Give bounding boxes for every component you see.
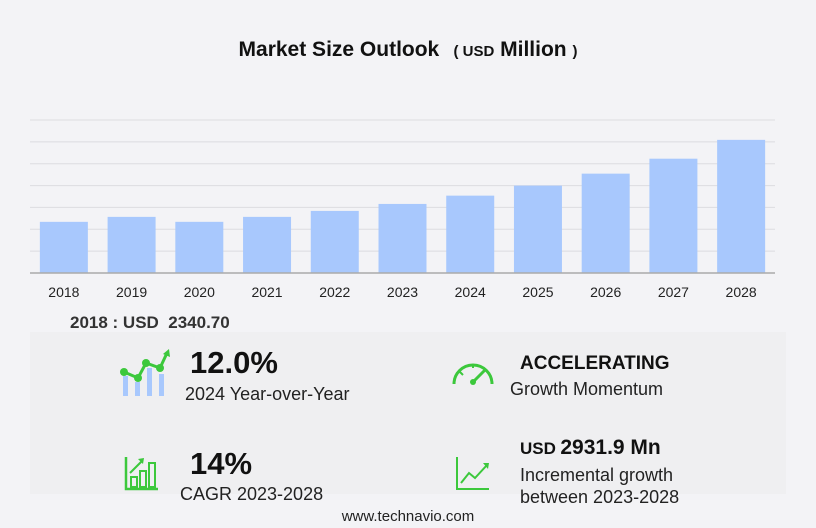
x-tick-label: 2021 bbox=[251, 284, 282, 300]
bar-2019 bbox=[107, 216, 156, 273]
growth-chart-icon bbox=[120, 349, 170, 396]
bar-2024 bbox=[446, 195, 495, 273]
x-tick-label: 2022 bbox=[319, 284, 350, 300]
bar-2028 bbox=[717, 139, 766, 273]
cagr-value: 14% bbox=[190, 446, 253, 481]
bar-chart: 2018 2019 2020 2021 2022 2023 2024 2025 2026 2027… bbox=[30, 119, 775, 300]
incremental-period: between 2023-2028 bbox=[520, 487, 680, 507]
x-tick-label: 2027 bbox=[658, 284, 689, 300]
x-tick-label: 2028 bbox=[726, 284, 757, 300]
x-tick-label: 2024 bbox=[455, 284, 486, 300]
unit-close: ) bbox=[572, 43, 578, 60]
footer-url: www.technavio.com bbox=[341, 508, 475, 525]
x-tick-label: 2018 bbox=[48, 284, 79, 300]
bar-2027 bbox=[649, 158, 698, 273]
title-text: Market Size Outlook bbox=[238, 38, 440, 61]
unit-label: ( USD bbox=[453, 43, 495, 60]
bar-2026 bbox=[581, 173, 630, 273]
yoy-label: 2024 Year-over-Year bbox=[185, 384, 350, 404]
bar-2018 bbox=[39, 221, 88, 273]
momentum-label: Growth Momentum bbox=[510, 379, 664, 399]
x-tick-label: 2026 bbox=[590, 284, 621, 300]
bar-2023 bbox=[378, 203, 427, 273]
incremental-label: Incremental growth bbox=[520, 465, 674, 485]
base-year-value: 2018 : USD 2340.70 bbox=[70, 313, 230, 332]
unit-scale: Million bbox=[500, 38, 567, 61]
bar-2025 bbox=[513, 185, 562, 273]
bar-2022 bbox=[310, 210, 359, 273]
chart-title: Market Size Outlook ( USD Million ) bbox=[0, 38, 816, 62]
line-growth-icon bbox=[456, 457, 489, 490]
x-tick-label: 2023 bbox=[387, 284, 418, 300]
yoy-value: 12.0% bbox=[190, 345, 278, 380]
speedometer-icon bbox=[452, 363, 494, 385]
momentum-value: ACCELERATING bbox=[520, 353, 670, 374]
x-tick-label: 2020 bbox=[184, 284, 215, 300]
incremental-value: USD 2931.9 Mn bbox=[520, 436, 661, 459]
bar-2021 bbox=[243, 216, 292, 273]
cagr-label: CAGR 2023-2028 bbox=[180, 484, 324, 504]
bar-growth-icon bbox=[124, 457, 158, 491]
x-tick-label: 2019 bbox=[116, 284, 147, 300]
bar-2020 bbox=[175, 221, 224, 273]
x-tick-label: 2025 bbox=[522, 284, 553, 300]
